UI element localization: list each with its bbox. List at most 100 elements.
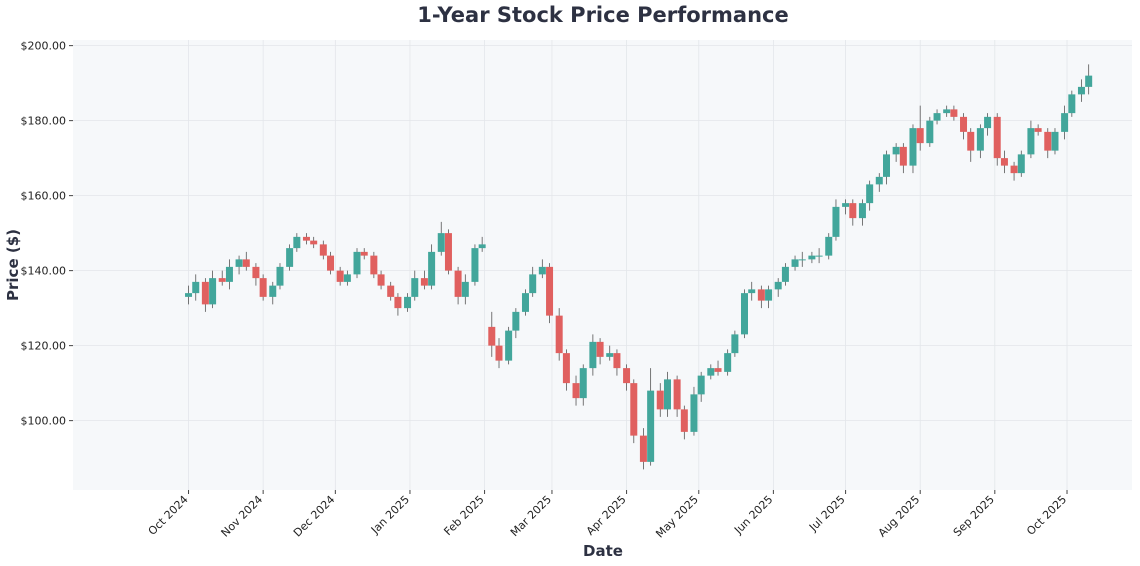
candle-body — [437, 233, 445, 252]
chart-title: 1-Year Stock Price Performance — [417, 3, 788, 27]
candle-body — [731, 334, 739, 354]
candle-body — [1085, 75, 1093, 87]
x-tick-label: Sep 2025 — [951, 493, 997, 539]
candle-body — [495, 345, 503, 361]
candle-body — [623, 368, 631, 384]
candle-body — [370, 255, 378, 275]
candle-body — [377, 274, 385, 286]
x-axis-label: Date — [583, 542, 623, 560]
candle-body — [327, 255, 335, 271]
y-tick-label: $200.00 — [21, 40, 67, 53]
candle-body — [808, 255, 816, 260]
candle-body — [242, 259, 250, 267]
candle-body — [269, 285, 277, 297]
candle-body — [724, 353, 732, 372]
candle-body — [579, 368, 587, 399]
candle-body — [656, 390, 664, 410]
candle-body — [512, 311, 520, 331]
candle-body — [562, 353, 570, 384]
candle-body — [286, 248, 294, 267]
candle-body — [488, 326, 496, 346]
candle-body — [293, 236, 301, 249]
candle-body — [461, 281, 469, 297]
candle-body — [589, 341, 597, 369]
candle-body — [1051, 131, 1059, 151]
candle-body — [866, 184, 874, 204]
x-tick-label: Mar 2025 — [508, 493, 554, 539]
candle-body — [832, 206, 840, 237]
candle-body — [1077, 86, 1085, 95]
x-tick-label: Apr 2025 — [584, 493, 629, 538]
candle-body — [192, 281, 200, 294]
candle-body — [883, 154, 891, 177]
candle-body — [892, 146, 900, 155]
candle-body — [950, 109, 958, 117]
candle-body — [613, 353, 621, 369]
candle-body — [690, 394, 698, 432]
y-axis-label: Price ($) — [4, 229, 22, 301]
candle-body — [748, 289, 756, 294]
candle-body — [639, 435, 647, 462]
y-tick-label: $120.00 — [21, 340, 67, 353]
candle-body — [673, 379, 681, 410]
candle-body — [791, 259, 799, 267]
x-tick-label: Jan 2025 — [368, 493, 412, 537]
x-tick-label: Feb 2025 — [441, 493, 486, 538]
candle-body — [842, 203, 850, 207]
candle-body — [774, 281, 782, 290]
candle-body — [252, 266, 260, 279]
candle-body — [471, 248, 479, 282]
candle-body — [319, 244, 327, 256]
x-tick-label: Oct 2024 — [146, 493, 191, 538]
y-tick-label: $160.00 — [21, 190, 67, 203]
candle-body — [858, 203, 866, 219]
candle-body — [343, 274, 351, 282]
candle-body — [310, 240, 318, 245]
candle-body — [1068, 94, 1076, 114]
y-tick-label: $140.00 — [21, 265, 67, 278]
candle-body — [741, 293, 749, 335]
candle-body — [529, 274, 537, 294]
candle-body — [943, 109, 951, 114]
x-tick-label: Jul 2025 — [806, 493, 848, 535]
candle-body — [707, 368, 715, 376]
candle-body — [933, 113, 941, 121]
candle-body — [1017, 154, 1025, 174]
candle-body — [521, 293, 529, 312]
candle-body — [1010, 165, 1018, 174]
candle-body — [647, 390, 655, 462]
candle-body — [815, 255, 823, 257]
candle-body — [336, 270, 344, 282]
candle-body — [546, 266, 554, 316]
candle-body — [505, 330, 513, 361]
x-tick-label: Jun 2025 — [731, 493, 775, 537]
candle-body — [572, 383, 580, 399]
candle-body — [209, 278, 217, 305]
candle-body — [757, 289, 765, 301]
candle-body — [663, 379, 671, 410]
candle-body — [976, 128, 984, 151]
y-tick-label: $180.00 — [21, 115, 67, 128]
x-tick-label: Aug 2025 — [876, 493, 923, 540]
candle-body — [993, 116, 1001, 159]
candle-body — [798, 259, 806, 261]
candle-body — [454, 270, 462, 297]
candle-body — [916, 128, 924, 144]
candle-body — [714, 368, 722, 372]
candle-body — [404, 296, 412, 309]
candle-body — [596, 341, 604, 357]
candle-body — [235, 259, 243, 267]
candle-body — [555, 315, 563, 354]
x-tick-label: Oct 2025 — [1024, 493, 1069, 538]
candle-body — [276, 266, 284, 286]
candle-body — [1034, 128, 1042, 132]
candle-body — [875, 176, 883, 185]
candle-body — [428, 251, 436, 286]
candle-body — [353, 251, 361, 275]
candle-body — [394, 296, 402, 309]
candle-body — [606, 353, 614, 357]
candle-body — [1044, 131, 1052, 151]
candle-body — [218, 278, 226, 282]
candle-body — [849, 203, 857, 219]
